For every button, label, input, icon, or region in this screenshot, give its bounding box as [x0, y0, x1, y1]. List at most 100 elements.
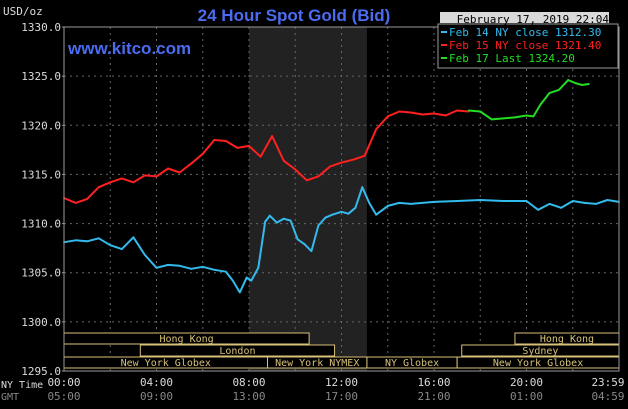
x-tick-label-gmt: 05:00 [47, 390, 80, 403]
series-point [363, 154, 366, 157]
plot-frame [63, 26, 620, 372]
series-point [324, 216, 327, 219]
x-tick-label-gmt: 09:00 [140, 390, 173, 403]
series-point [409, 203, 412, 205]
series-point [317, 224, 320, 227]
series-point [479, 199, 482, 201]
series-point [467, 109, 470, 112]
series-point [581, 84, 583, 86]
series-point [502, 200, 505, 202]
series-point [329, 165, 331, 168]
session-label: London [219, 346, 255, 357]
series-point [201, 265, 204, 268]
series-point [557, 89, 560, 91]
series-point [368, 202, 371, 204]
gmt-label: GMT [1, 392, 19, 403]
series-point [213, 139, 216, 141]
series-point [86, 240, 89, 243]
series-point [296, 238, 299, 241]
series-point [224, 140, 227, 142]
series-line-feb-15 [63, 109, 469, 204]
legend-entry: Feb 15 NY close 1321.40 [449, 39, 601, 52]
series-point [588, 83, 590, 85]
series-point [386, 204, 389, 207]
series-point [236, 146, 239, 149]
price-series [63, 79, 620, 294]
series-point [514, 116, 516, 119]
x-tick-label-ny: 23:59 [591, 376, 624, 389]
series-point [144, 174, 146, 177]
site-watermark: www.kitco.com [67, 39, 191, 58]
series-point [532, 115, 535, 118]
series-point [86, 198, 89, 200]
series-point [433, 201, 435, 203]
y-tick-label: 1315.0 [21, 168, 61, 181]
series-point [282, 159, 285, 162]
nymex-shaded-region [249, 27, 367, 371]
series-point [421, 113, 424, 116]
y-tick-label: 1295.0 [21, 365, 61, 378]
series-point [155, 175, 158, 178]
y-tick-label: 1310.0 [21, 218, 61, 231]
series-point [201, 152, 204, 155]
series-point [354, 206, 357, 209]
series-point [539, 103, 542, 106]
x-tick-label-ny: 20:00 [510, 376, 543, 389]
series-point [109, 181, 112, 184]
series-point [502, 117, 505, 120]
series-point [271, 135, 274, 137]
series-point [224, 270, 227, 273]
series-point [167, 167, 169, 170]
session-label: New York Globex [121, 358, 211, 369]
session-label: New York NYMEX [275, 358, 359, 369]
legend-box [437, 23, 619, 69]
series-point [178, 171, 181, 174]
session-label: Sydney [522, 346, 558, 357]
x-tick-label-ny: 04:00 [140, 376, 173, 389]
x-tick-label-ny: 00:00 [47, 376, 80, 389]
date-stamp-background [440, 12, 609, 23]
series-point [352, 158, 354, 161]
series-point [456, 200, 459, 202]
series-point [245, 276, 248, 279]
x-tick-label-gmt: 01:00 [510, 390, 543, 403]
series-point [340, 210, 343, 213]
series-point [548, 203, 551, 205]
x-tick-label-ny: 12:00 [325, 376, 358, 389]
series-point [97, 237, 100, 240]
y-tick-label: 1305.0 [21, 267, 61, 280]
y-tick-label: 1330.0 [21, 21, 61, 34]
series-point [347, 212, 350, 215]
series-point [409, 111, 412, 114]
series-point [525, 200, 528, 202]
series-point [238, 291, 241, 294]
series-point [132, 181, 135, 184]
x-tick-label-gmt: 21:00 [417, 390, 450, 403]
series-point [567, 79, 570, 81]
series-point [574, 82, 576, 84]
series-point [305, 179, 308, 182]
x-tick-label-gmt: 04:59 [591, 390, 624, 403]
series-point [479, 110, 482, 113]
series-point [303, 243, 306, 246]
series-point [398, 110, 401, 113]
y-axis-ticks: 1330.0 1325.0 1320.0 1315.0 1310.0 1305.0 1300… [21, 21, 64, 378]
date-stamp: February 17, 2019 22:04 [457, 13, 610, 26]
y-tick-label: 1325.0 [21, 70, 61, 83]
session-label: Hong Kong [540, 334, 594, 345]
series-point [132, 236, 135, 239]
series-point [268, 214, 271, 217]
series-point [190, 267, 193, 270]
series-point [190, 162, 193, 165]
series-point [571, 200, 574, 202]
series-point [433, 112, 435, 115]
series-point [606, 199, 609, 201]
series-point [275, 221, 278, 224]
series-point [155, 266, 158, 269]
series-point [525, 114, 528, 117]
series-point [259, 155, 262, 158]
session-box [139, 344, 336, 357]
y-tick-label: 1320.0 [21, 119, 61, 132]
x-tick-label-gmt: 17:00 [325, 390, 358, 403]
